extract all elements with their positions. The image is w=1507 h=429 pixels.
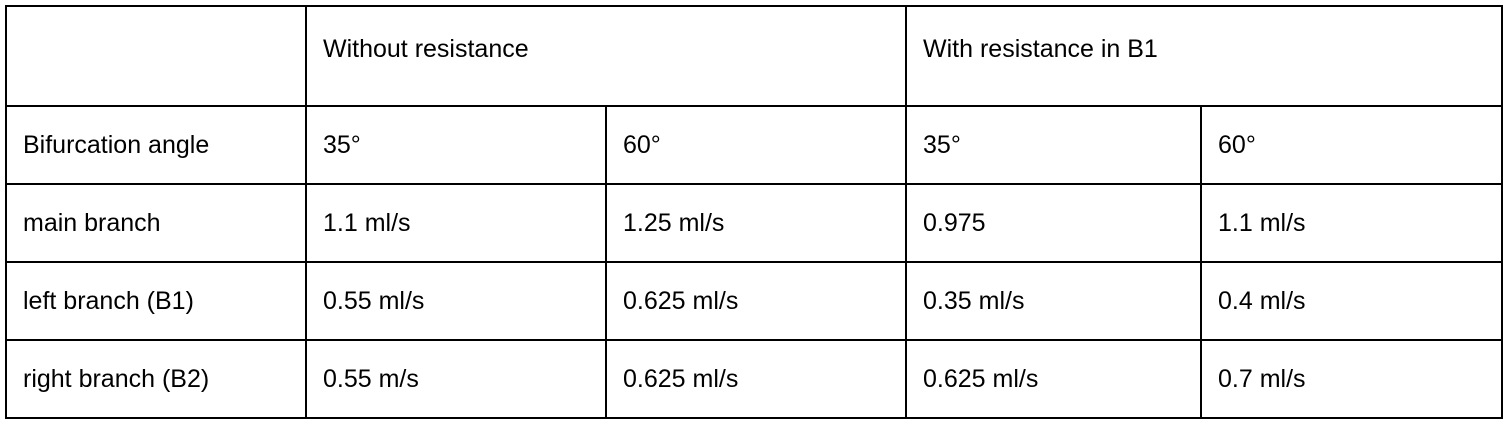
table-row: right branch (B2) 0.55 m/s 0.625 ml/s 0.625… xyxy=(5,339,1504,419)
table-cell: 0.975 xyxy=(905,183,1203,263)
table-row: main branch 1.1 ml/s 1.25 ml/s 0.975 1.1 ml/… xyxy=(5,183,1504,263)
table-cell: 0.7 ml/s xyxy=(1200,339,1504,419)
row-label: right branch (B2) xyxy=(5,339,307,419)
table-cell: 1.1 ml/s xyxy=(305,183,607,263)
table-row: left branch (B1) 0.55 ml/s 0.625 ml/s 0.35 … xyxy=(5,261,1504,341)
table-cell: 0.4 ml/s xyxy=(1200,261,1504,341)
group-header: Without resistance xyxy=(304,5,908,107)
table-cell: 0.55 ml/s xyxy=(305,261,607,341)
table-cell: 0.625 ml/s xyxy=(604,339,908,419)
row-label: Bifurcation angle xyxy=(5,105,307,185)
table-row: Bifurcation angle 35° 60° 35° 60° xyxy=(5,105,1504,185)
group-header: With resistance in B1 xyxy=(905,5,1504,107)
row-label: left branch (B1) xyxy=(5,261,307,341)
table-cell: 0.35 ml/s xyxy=(905,261,1203,341)
table-cell: 0.625 ml/s xyxy=(905,339,1203,419)
table-cell: 60° xyxy=(1200,105,1504,185)
table-cell: 35° xyxy=(305,105,607,185)
table-cell: 35° xyxy=(905,105,1203,185)
table-cell: 0.55 m/s xyxy=(305,339,607,419)
table-cell: 60° xyxy=(604,105,908,185)
table-cell: 1.25 ml/s xyxy=(604,183,908,263)
table-cell: 0.625 ml/s xyxy=(604,261,908,341)
corner-cell xyxy=(5,5,307,107)
header-row: Without resistance With resistance in B1 xyxy=(5,5,1504,107)
data-table: Without resistance With resistance in B1… xyxy=(5,5,1504,419)
table-cell: 1.1 ml/s xyxy=(1200,183,1504,263)
row-label: main branch xyxy=(5,183,307,263)
